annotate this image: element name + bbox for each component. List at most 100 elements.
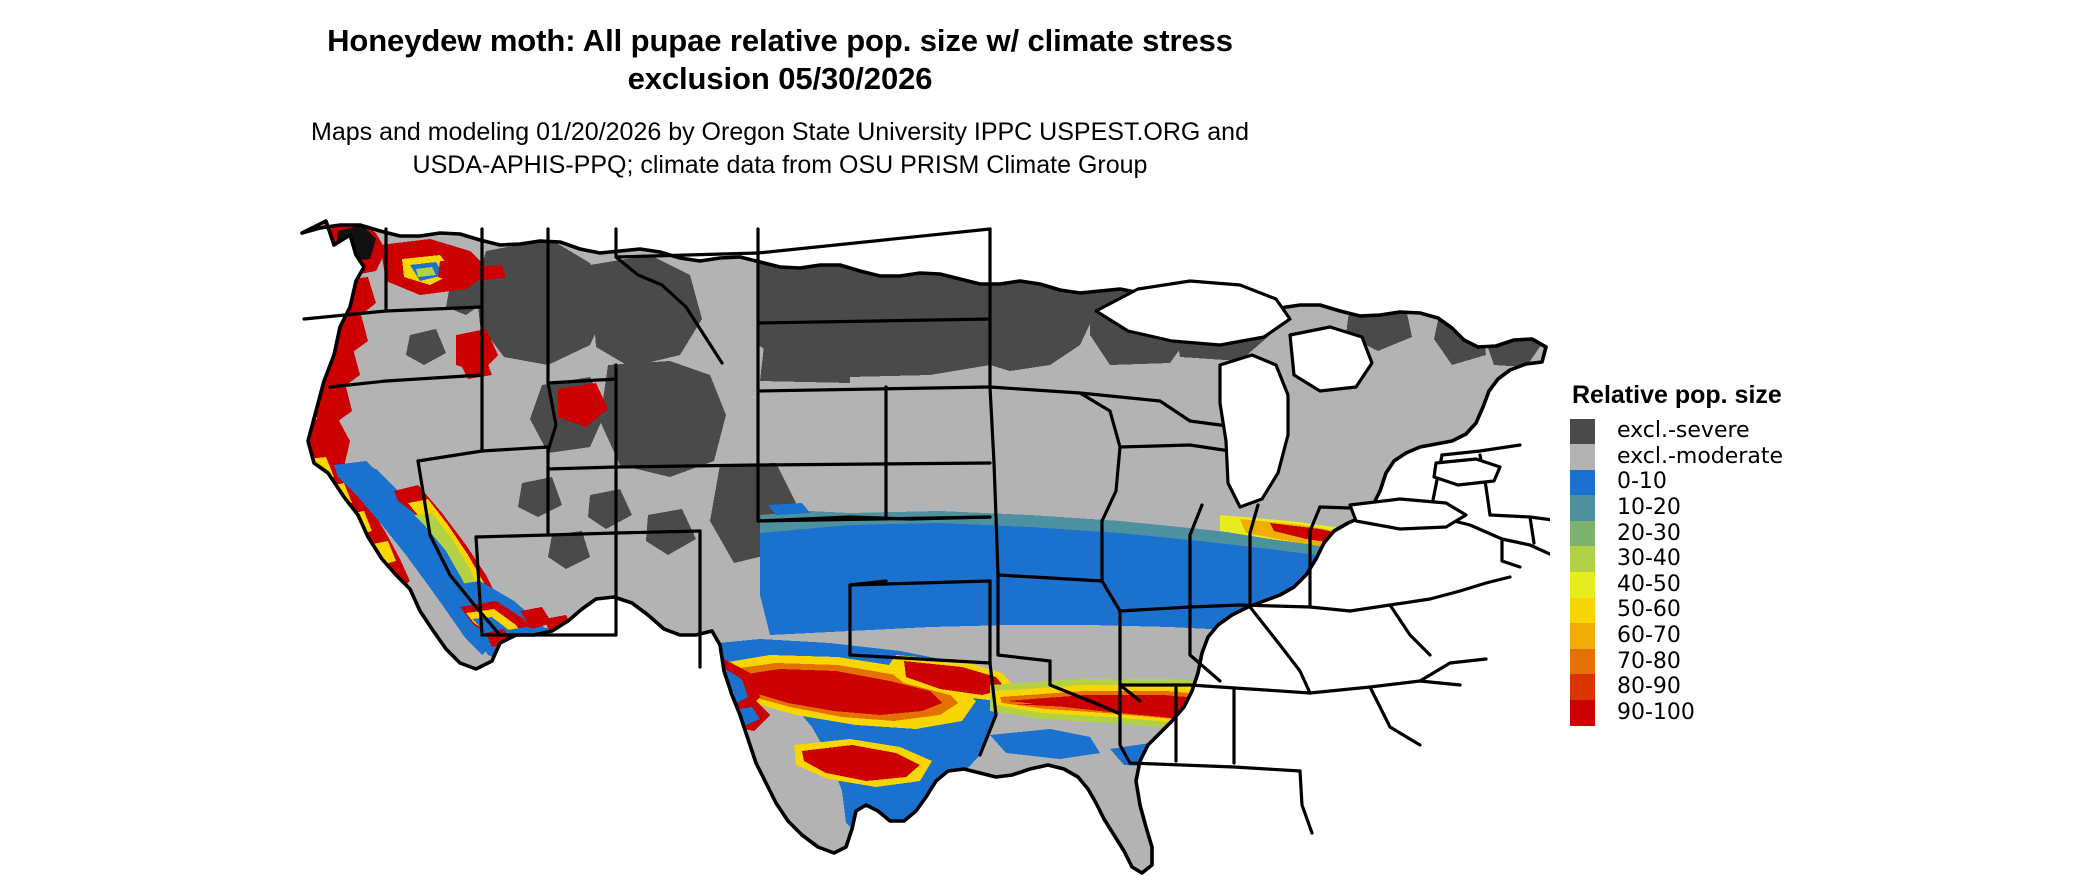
legend-item: 70-80 [1570, 648, 1900, 675]
gorge-red [438, 259, 486, 285]
nm-red-edge-2 [672, 645, 710, 667]
erie-red [1398, 529, 1440, 545]
tx-ok-red [904, 661, 1006, 695]
state-border-ma-ri-ct [1528, 515, 1536, 545]
legend-swatch [1570, 572, 1595, 598]
lake-superior [1094, 279, 1292, 347]
state-border-nd-sd [756, 317, 992, 325]
pa-teal [1316, 601, 1380, 627]
state-border-mo-ar [996, 573, 1052, 663]
state-border-ca-az [474, 535, 484, 637]
state-border-nv-ut-n [480, 445, 550, 453]
long-island-red [1524, 555, 1546, 581]
legend-swatch [1570, 495, 1595, 521]
state-border-in-oh [1248, 503, 1260, 609]
legend-swatch [1570, 546, 1595, 573]
az-red-spot [504, 639, 552, 659]
map-svg [300, 219, 1550, 875]
lake-huron [1288, 325, 1374, 393]
florida-ridge-red [1316, 803, 1394, 835]
legend-item: 80-90 [1570, 674, 1900, 701]
legend-item: 0-10 [1570, 469, 1900, 496]
legend-item: excl.-severe [1570, 418, 1900, 445]
state-border-wa-or-east [384, 305, 484, 313]
state-border-ca-nv-diag [416, 459, 502, 637]
lake-erie [1348, 497, 1468, 531]
carolina-yellow-ne [1446, 663, 1498, 681]
state-border-gulf-state-south [1128, 761, 1302, 773]
state-border-md-de-nj [1458, 575, 1512, 593]
nj-green [1450, 607, 1498, 627]
florida-ridge-core [1324, 809, 1382, 829]
s-tx-red [802, 745, 920, 781]
state-border-ny-nj [1500, 537, 1522, 569]
state-border-mt-nd-line [614, 251, 760, 259]
nyc-red-belt [1470, 567, 1542, 597]
state-border-ut-nm [546, 531, 618, 537]
az-red-blob-1 [520, 607, 552, 629]
legend-swatch [1570, 674, 1595, 701]
legend-label: 20-30 [1617, 520, 1681, 546]
utah-red-blob [558, 383, 608, 427]
legend-item: 60-70 [1570, 623, 1900, 649]
map-raster-layers [302, 221, 1546, 873]
legend-item: 50-60 [1570, 597, 1900, 624]
state-border-wv-va-md [1348, 589, 1462, 613]
state-border-ky-tn-w [1188, 605, 1222, 683]
state-border-tn-ms-al-ga [1118, 683, 1312, 695]
state-border-ma-nh [1488, 513, 1550, 522]
excl-severe-ut-mts [588, 489, 632, 529]
legend-swatch [1570, 418, 1595, 445]
nm-blue-patch [620, 639, 668, 659]
state-border-wi-mi-line [1118, 443, 1232, 453]
md-teal [1442, 615, 1486, 633]
florida-green [1334, 827, 1380, 847]
state-border-sc-nc [1368, 685, 1422, 747]
state-border-va-md [1388, 603, 1432, 657]
excl-severe-gb-mts [548, 531, 590, 569]
la-blue [990, 729, 1100, 759]
nm-red-edge [598, 641, 628, 659]
state-border-ms-la [1118, 683, 1132, 765]
title-line-1: Honeydew moth: All pupae relative pop. s… [327, 23, 1233, 58]
state-border-il-in [1188, 503, 1204, 609]
state-border-id-wy [546, 377, 618, 385]
tx-belt-red-core [740, 675, 920, 711]
excl-severe-sd-north [760, 311, 850, 383]
legend-label: 90-100 [1617, 699, 1695, 725]
legend-item: 90-100 [1570, 700, 1900, 726]
state-border-vt-nh-canada [1440, 443, 1522, 457]
legend-item: 10-20 [1570, 495, 1900, 521]
state-border-ks-ok2 [756, 515, 992, 523]
state-border-nc-sc-ga [1308, 679, 1462, 695]
legend-swatch [1570, 469, 1595, 496]
state-border-wi-mi-up [1078, 391, 1192, 423]
state-border-mn-ia-mo-line [988, 227, 1000, 577]
lake-michigan [1218, 353, 1290, 509]
state-border-or-ca-nv [328, 373, 484, 389]
yakima-green [416, 267, 436, 277]
legend-label: 40-50 [1617, 571, 1681, 597]
page-subtitle: Maps and modeling 01/20/2026 by Oregon S… [0, 116, 1560, 182]
legend-swatch [1570, 700, 1595, 726]
mo-tn-blue [1050, 541, 1250, 615]
legend-label: 10-20 [1617, 495, 1681, 521]
state-border-ks-ok-south [848, 579, 992, 587]
legend-items: excl.-severe excl.-moderate 0-10 10-20 20-30… [1570, 418, 1900, 726]
erie-yellow-2 [1454, 541, 1502, 563]
sierra-green-edge [414, 513, 482, 605]
excl-severe-wyoming [600, 361, 726, 477]
excl-severe-nv-mts [518, 477, 562, 517]
legend-item: excl.-moderate [1570, 444, 1900, 470]
state-border-oh-wv [1238, 603, 1352, 613]
subtitle-line-2: USDA-APHIS-PPQ; climate data from OSU PR… [412, 151, 1148, 179]
legend-swatch [1570, 444, 1595, 470]
legend: Relative pop. size excl.-severe excl.-mod… [1570, 381, 1900, 726]
excl-severe-montana [590, 255, 702, 367]
snake-south [460, 359, 492, 379]
legend-swatch [1570, 648, 1595, 675]
page-title: Honeydew moth: All pupae relative pop. s… [0, 22, 1560, 98]
legend-swatch [1570, 597, 1595, 624]
nj-yellow [1464, 601, 1508, 619]
